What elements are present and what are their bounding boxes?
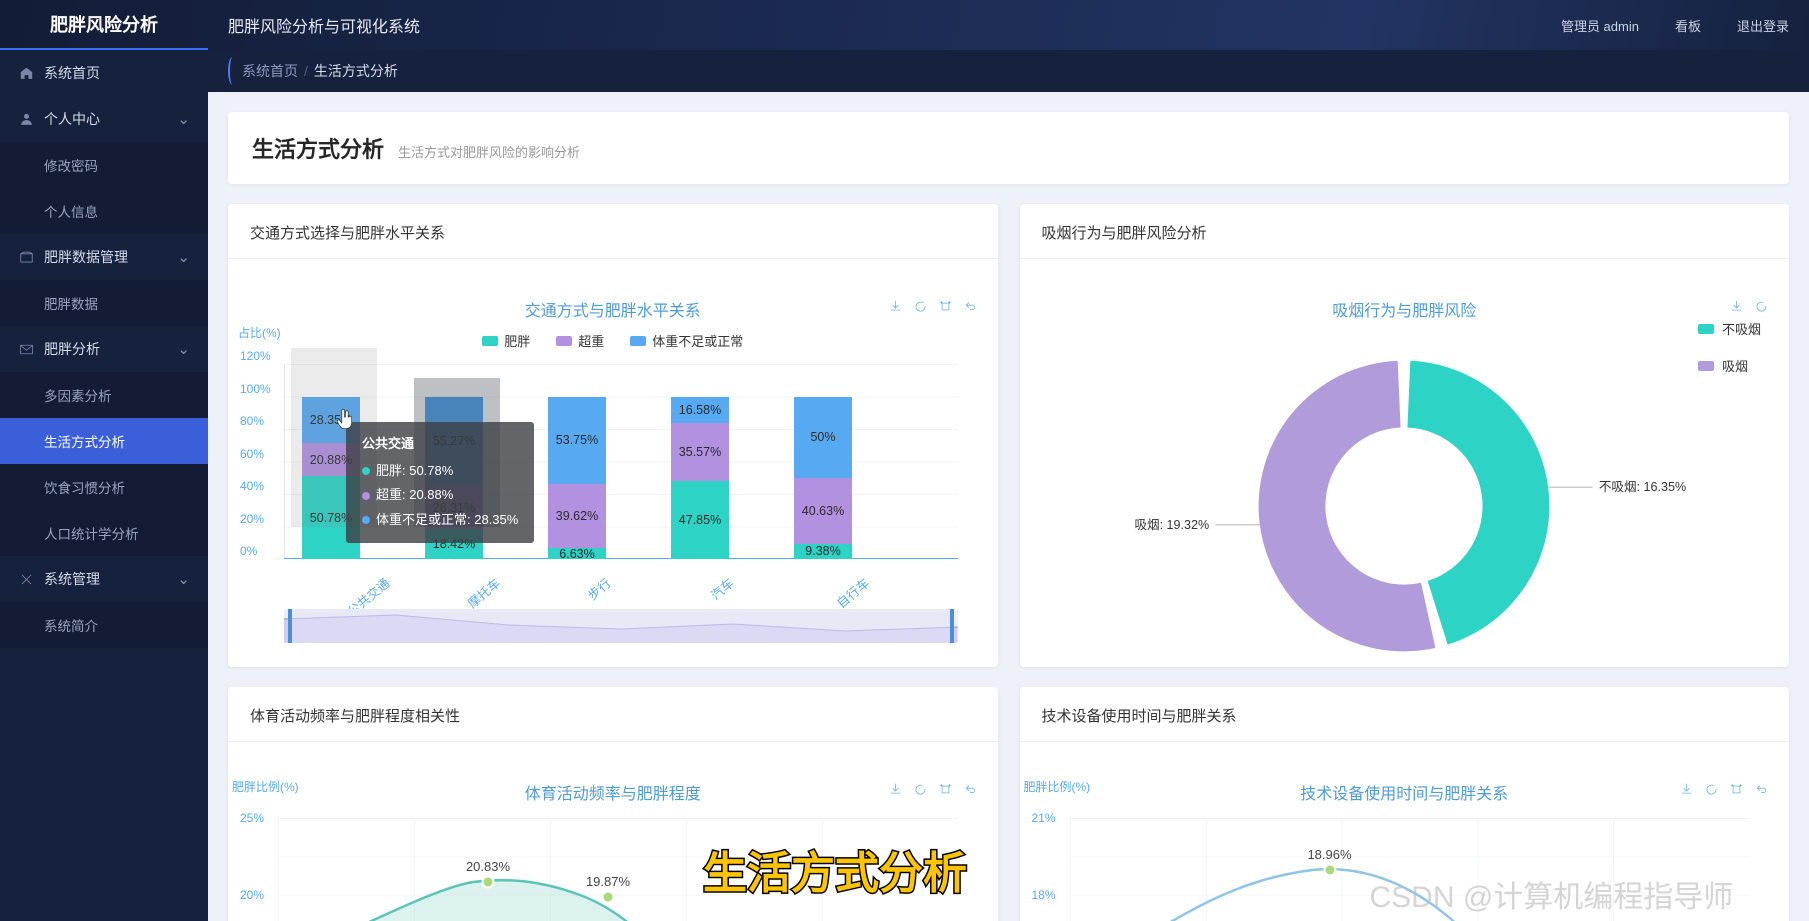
svg-text:不吸烟: 16.35%: 不吸烟: 16.35% xyxy=(1599,480,1686,494)
svg-text:吸烟: 19.32%: 吸烟: 19.32% xyxy=(1135,518,1210,532)
